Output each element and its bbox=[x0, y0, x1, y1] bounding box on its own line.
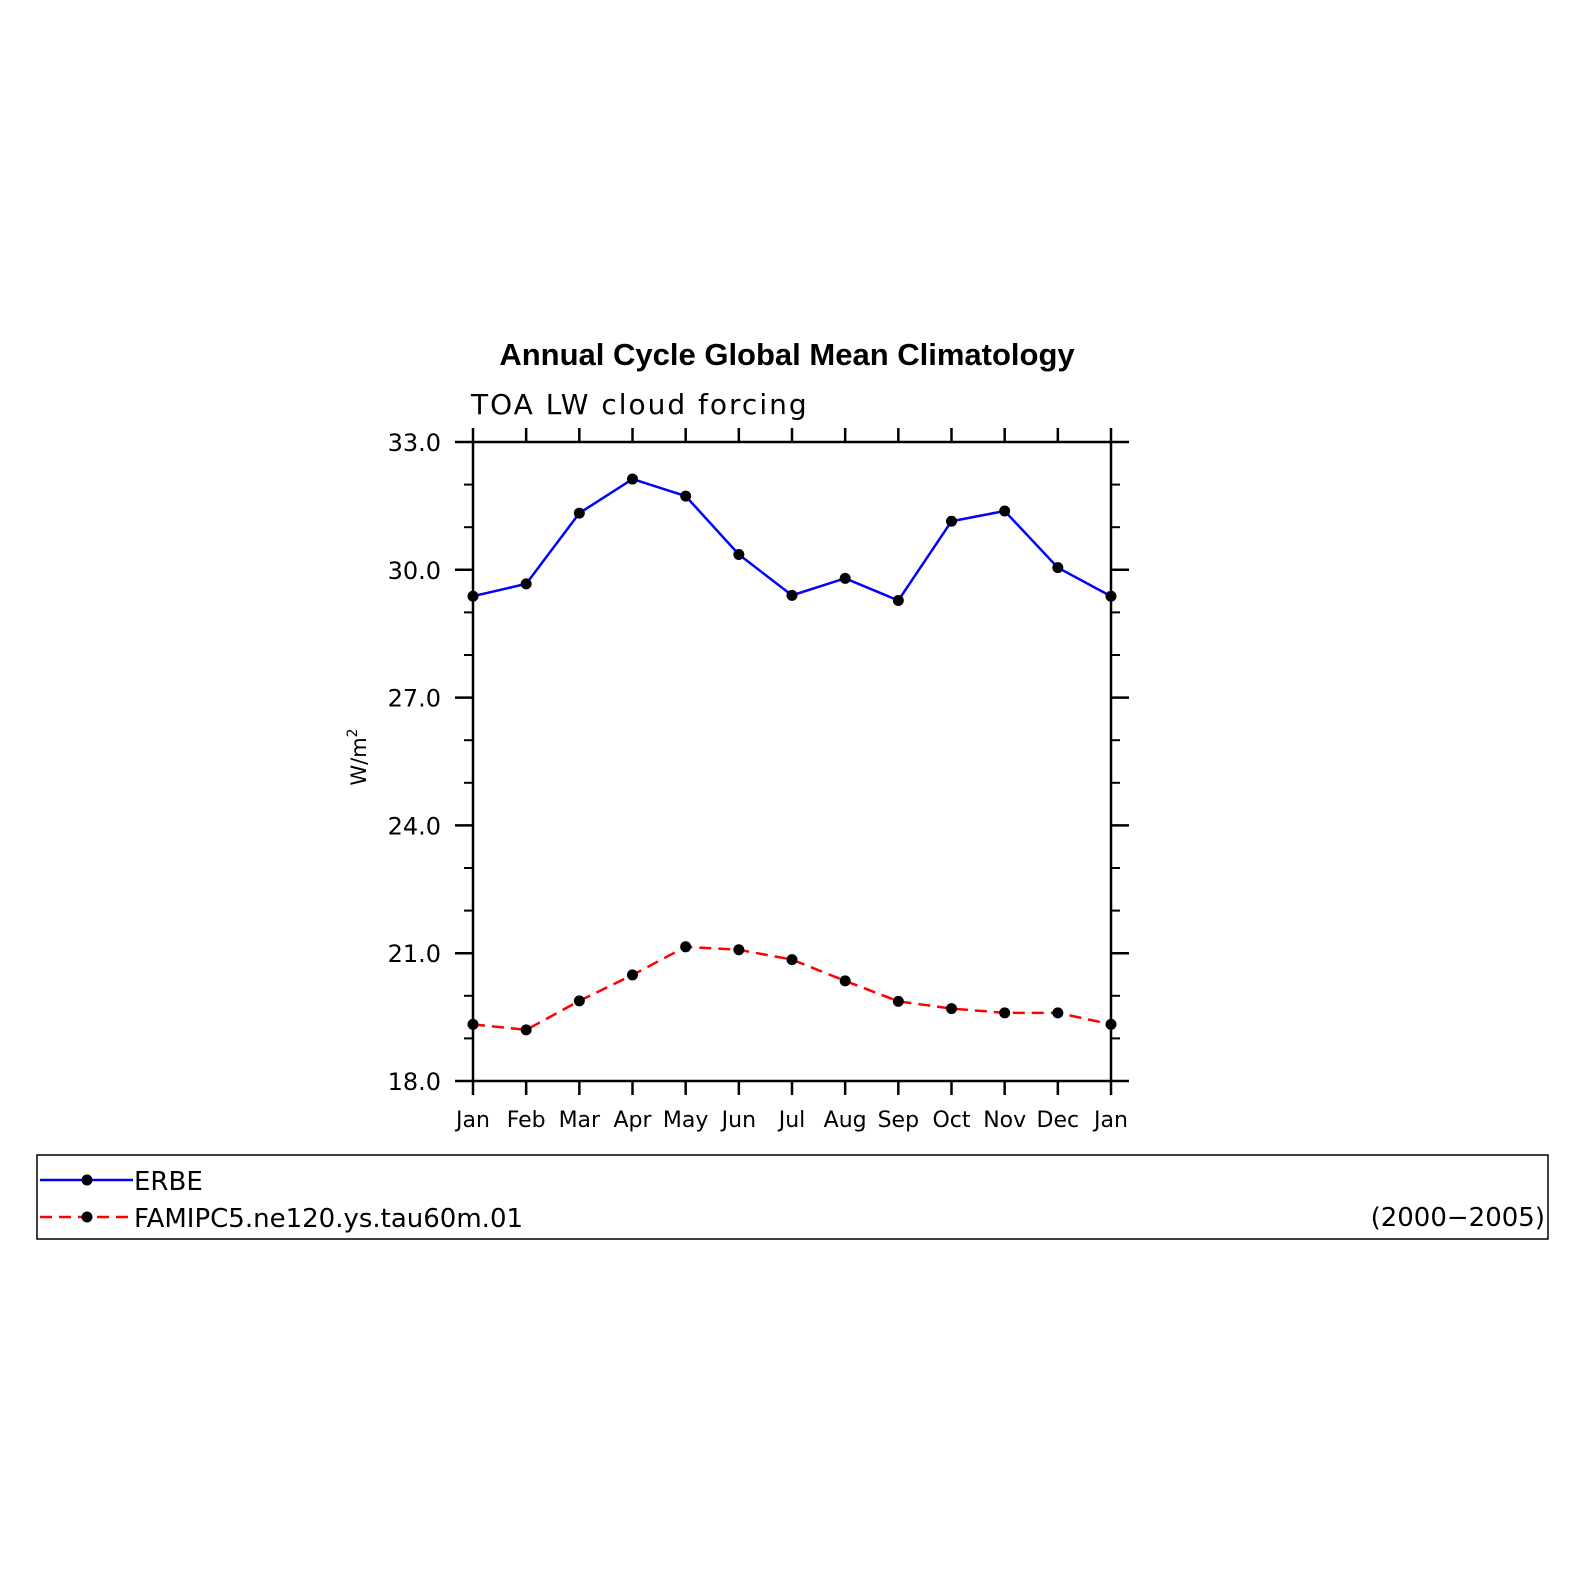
x-tick-label: Mar bbox=[559, 1108, 601, 1133]
y-tick-label: 21.0 bbox=[388, 940, 441, 968]
x-tick-label: Feb bbox=[507, 1108, 546, 1133]
data-point bbox=[839, 572, 851, 584]
y-axis-label-text: W/m bbox=[347, 737, 371, 785]
data-point bbox=[786, 954, 798, 966]
data-point bbox=[733, 548, 745, 560]
data-point bbox=[839, 975, 851, 987]
data-point bbox=[680, 490, 692, 502]
y-axis-label: W/m2 bbox=[345, 728, 371, 785]
data-point bbox=[892, 995, 904, 1007]
x-tick-label: Oct bbox=[932, 1108, 970, 1133]
axis-tick-labels: Jan Feb Mar Apr May Jun Jul Aug Sep Oct Nov Dec Jan 1… bbox=[388, 429, 1128, 1133]
legend: ERBE FAMIPC5.ne120.ys.tau60m.01 bbox=[40, 1167, 523, 1234]
data-point bbox=[573, 995, 585, 1007]
y-tick-label: 33.0 bbox=[388, 429, 441, 457]
axis-ticks bbox=[455, 428, 1129, 1095]
y-axis-label-superscript: 2 bbox=[345, 728, 361, 737]
data-point bbox=[1052, 562, 1064, 574]
plot-frame bbox=[471, 440, 1113, 1083]
data-point bbox=[999, 1007, 1011, 1019]
series-group bbox=[467, 473, 1117, 1036]
data-point bbox=[627, 969, 638, 981]
legend-box bbox=[36, 1154, 1549, 1240]
data-point bbox=[627, 473, 638, 485]
data-point bbox=[520, 1024, 532, 1036]
data-point bbox=[467, 590, 479, 602]
y-tick-label: 27.0 bbox=[388, 685, 441, 713]
svg-text:W/m2: W/m2 bbox=[345, 728, 371, 785]
x-tick-label: Jun bbox=[720, 1108, 756, 1133]
data-point bbox=[1105, 590, 1117, 602]
y-tick-label: 18.0 bbox=[388, 1068, 441, 1096]
series-line-0 bbox=[472, 477, 1112, 603]
legend-marker bbox=[81, 1211, 93, 1223]
data-point bbox=[1052, 1007, 1064, 1019]
data-point bbox=[733, 944, 745, 956]
data-point bbox=[1105, 1018, 1117, 1030]
y-tick-label: 30.0 bbox=[388, 557, 441, 585]
x-tick-label: Sep bbox=[878, 1108, 919, 1133]
x-tick-label: Jan bbox=[454, 1108, 490, 1133]
data-point bbox=[520, 578, 532, 590]
x-tick-label: May bbox=[663, 1108, 708, 1133]
chart-title: Annual Cycle Global Mean Climatology bbox=[499, 337, 1075, 372]
x-tick-label: Aug bbox=[824, 1108, 867, 1133]
x-tick-label: Nov bbox=[983, 1108, 1026, 1133]
legend-marker bbox=[81, 1174, 93, 1186]
data-point bbox=[946, 515, 957, 527]
data-point bbox=[946, 1003, 957, 1015]
legend-note: (2000−2005) bbox=[1371, 1203, 1545, 1233]
legend-label: ERBE bbox=[134, 1167, 203, 1197]
data-point bbox=[892, 594, 904, 606]
x-tick-label: Jul bbox=[777, 1108, 806, 1133]
x-tick-label: Jan bbox=[1092, 1108, 1128, 1133]
data-point bbox=[680, 941, 692, 953]
data-point bbox=[467, 1018, 479, 1030]
legend-label: FAMIPC5.ne120.ys.tau60m.01 bbox=[134, 1204, 523, 1234]
data-point bbox=[999, 505, 1011, 517]
x-tick-label: Apr bbox=[613, 1108, 652, 1133]
x-tick-label: Dec bbox=[1037, 1108, 1080, 1133]
data-point bbox=[786, 589, 798, 601]
chart-subtitle: TOA LW cloud forcing bbox=[470, 388, 809, 421]
y-tick-label: 24.0 bbox=[388, 812, 441, 840]
data-point bbox=[573, 507, 585, 519]
